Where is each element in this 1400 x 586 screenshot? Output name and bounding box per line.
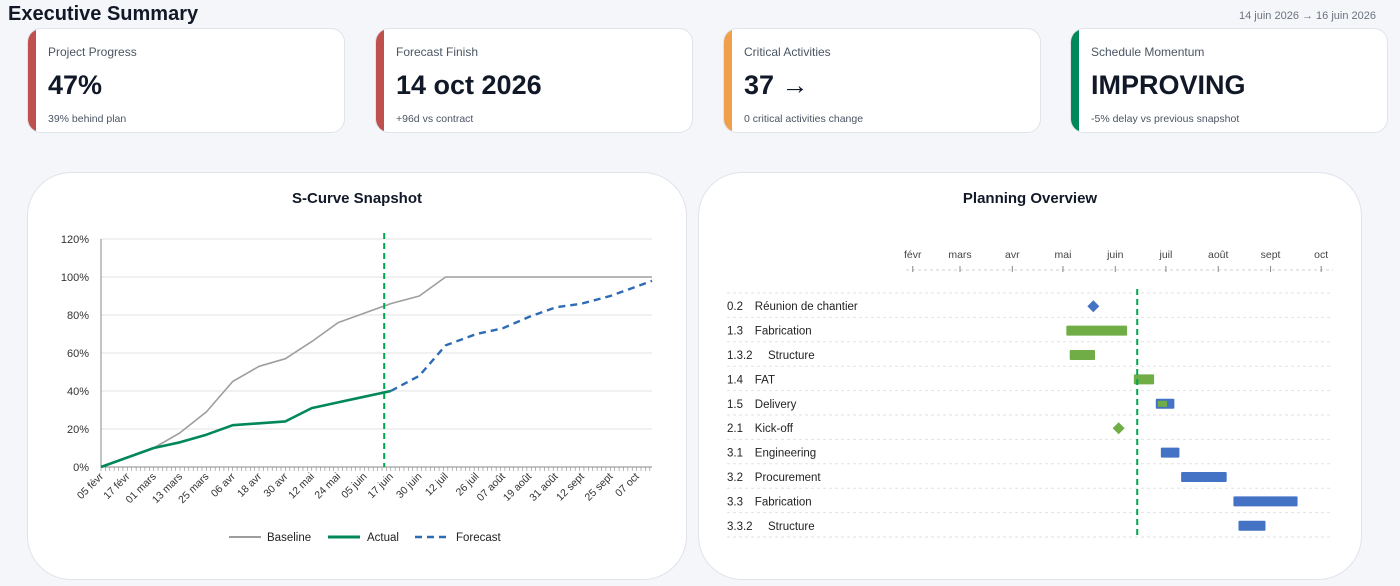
x-tick-label: 12 juil [423, 471, 451, 499]
baseline-line [100, 276, 652, 468]
task-bar [1066, 325, 1128, 336]
y-tick-label: 20% [67, 424, 89, 436]
x-tick-label: 18 avr [235, 470, 264, 499]
month-label: août [1208, 249, 1229, 261]
x-tick-label: 07 oct [613, 471, 642, 500]
task-bar [1069, 350, 1096, 360]
task-code: 1.3.2 [727, 350, 753, 362]
task-label: Fabrication [755, 326, 812, 338]
task-bar [1181, 472, 1227, 482]
legend-actual-label: Actual [367, 532, 399, 544]
task-bar [1238, 520, 1266, 531]
kpi-label: Critical Activities [744, 45, 831, 59]
task-code: 1.5 [727, 399, 743, 411]
task-code: 3.3.2 [727, 521, 753, 533]
month-label: mai [1054, 249, 1071, 261]
milestone-diamond [1112, 422, 1125, 435]
y-tick-label: 80% [67, 310, 89, 322]
task-bar [1160, 447, 1180, 458]
kpi-label: Forecast Finish [396, 45, 479, 59]
kpi-accent-bar [28, 29, 36, 132]
task-label: Fabrication [755, 496, 812, 508]
x-tick-label: 06 avr [209, 470, 238, 499]
kpi-card-critical-activities: Critical Activities 37 → 0 critical acti… [723, 28, 1041, 133]
kpi-value: 14 oct 2026 [396, 70, 542, 100]
task-label: Delivery [755, 399, 797, 411]
kpi-value: 37 → [744, 70, 809, 100]
kpi-label: Project Progress [48, 45, 137, 59]
x-tick-label: 17 juin [366, 471, 396, 501]
month-label: mars [948, 249, 971, 261]
task-label: Kick-off [755, 423, 794, 435]
scurve-title: S-Curve Snapshot [291, 190, 423, 207]
kpi-value: 47% [48, 70, 103, 100]
x-tick-label: 30 juin [394, 471, 424, 501]
task-code: 1.4 [727, 374, 744, 386]
task-code: 1.3 [727, 326, 743, 338]
legend-forecast-label: Forecast [456, 532, 502, 544]
task-label: Procurement [755, 472, 822, 484]
task-code: 2.1 [727, 423, 743, 435]
page-title: Executive Summary [8, 3, 199, 25]
month-label: sept [1261, 249, 1281, 261]
planning-panel: Planning Overview févr mars avr mai juin juil… [698, 172, 1362, 580]
kpi-value: IMPROVING [1091, 70, 1246, 100]
task-code: 3.3 [727, 496, 743, 508]
kpi-accent-bar [1071, 29, 1079, 132]
task-code: 3.1 [727, 448, 743, 460]
milestone-diamond [1087, 300, 1100, 313]
task-label: Réunion de chantier [755, 301, 858, 313]
y-tick-label: 100% [61, 272, 89, 284]
task-label: Engineering [755, 448, 816, 460]
x-tick-label: 07 août [475, 471, 508, 504]
kpi-accent-bar [376, 29, 384, 132]
month-label: avr [1005, 249, 1020, 261]
month-label: juil [1158, 249, 1172, 261]
task-code: 3.2 [727, 472, 743, 484]
kpi-subtext: +96d vs contract [396, 113, 474, 125]
month-label: juin [1106, 249, 1124, 261]
task-code: 0.2 [727, 301, 743, 313]
kpi-subtext: 0 critical activities change [744, 113, 864, 125]
y-tick-label: 120% [61, 234, 89, 246]
x-tick-label: 05 juin [339, 471, 369, 501]
task-bar [1133, 374, 1155, 385]
date-range: 14 juin 2026 → 16 juin 2026 [1239, 10, 1376, 22]
x-tick-label: 12 sept [554, 471, 587, 504]
planning-title: Planning Overview [962, 190, 1098, 207]
kpi-card-schedule-momentum: Schedule Momentum IMPROVING -5% delay vs… [1070, 28, 1388, 133]
x-tick-label: 30 avr [261, 470, 290, 499]
kpi-accent-bar [724, 29, 732, 132]
kpi-subtext: -5% delay vs previous snapshot [1091, 113, 1240, 125]
task-label: Structure [768, 521, 815, 533]
month-label: oct [1314, 249, 1328, 261]
y-tick-label: 40% [67, 386, 89, 398]
gantt-chart: févr mars avr mai juin juil août sept oct 0.2 Réun… [727, 249, 1333, 538]
kpi-subtext: 39% behind plan [48, 113, 127, 125]
y-tick-label: 60% [67, 348, 89, 360]
x-tick-label: 24 mai [312, 471, 343, 502]
forecast-line [390, 279, 653, 393]
scurve-panel: S-Curve Snapshot 0% 20% 40% 60% 80% 100% 120% 0… [27, 172, 687, 580]
kpi-card-project-progress: Project Progress 47% 39% behind plan [27, 28, 345, 133]
legend-baseline-label: Baseline [267, 532, 311, 544]
actual-line [100, 389, 392, 469]
kpi-label: Schedule Momentum [1091, 45, 1205, 59]
x-tick-label: 19 août [501, 471, 534, 504]
y-tick-label: 0% [73, 462, 89, 474]
task-label: FAT [755, 374, 775, 386]
x-tick-label: 12 mai [286, 471, 317, 502]
month-label: févr [904, 249, 922, 261]
task-label: Structure [768, 350, 815, 362]
x-tick-label: 31 août [527, 471, 560, 504]
x-tick-label: 25 sept [583, 471, 616, 504]
task-bar-progress [1157, 400, 1168, 407]
kpi-card-forecast-finish: Forecast Finish 14 oct 2026 +96d vs cont… [375, 28, 693, 133]
task-bar [1233, 496, 1298, 507]
x-tick-label: 05 févr [75, 470, 107, 502]
